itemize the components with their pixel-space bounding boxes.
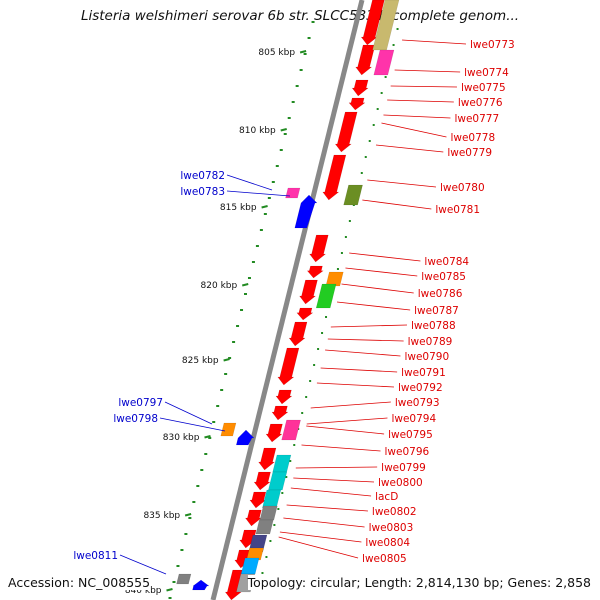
gene-label[interactable]: lwe0778 bbox=[450, 132, 495, 144]
gene-feature[interactable] bbox=[334, 111, 358, 153]
gene-feature[interactable] bbox=[299, 279, 318, 305]
gene-feature[interactable] bbox=[246, 547, 264, 561]
gene-label[interactable]: lwe0774 bbox=[464, 67, 509, 79]
gene-feature[interactable] bbox=[306, 265, 325, 279]
gene-feature[interactable] bbox=[220, 422, 237, 437]
gene-label[interactable]: lwe0780 bbox=[440, 182, 485, 194]
scale-tick-label: 830 kbp bbox=[163, 433, 200, 443]
gene-label[interactable]: lwe0787 bbox=[414, 305, 459, 317]
gene-feature[interactable] bbox=[271, 405, 289, 421]
gene-feature[interactable] bbox=[192, 579, 210, 591]
gene-feature[interactable] bbox=[272, 454, 292, 473]
gene-label[interactable]: lwe0773 bbox=[470, 39, 515, 51]
scale-tick-label: 820 kbp bbox=[201, 281, 238, 291]
gene-feature[interactable] bbox=[258, 447, 277, 471]
gene-label[interactable]: lwe0775 bbox=[461, 82, 506, 94]
scale-ticks-layer: 805 kbp 810 kbp 815 kbp 820 kbp 825 kbp 830 k… bbox=[125, 48, 307, 596]
gene-feature[interactable] bbox=[348, 97, 366, 111]
genes-layer bbox=[176, 0, 400, 600]
scale-tick-label: 825 kbp bbox=[182, 356, 219, 366]
gene-feature[interactable] bbox=[296, 307, 314, 321]
gene-label[interactable]: lwe0796 bbox=[385, 446, 430, 458]
gene-feature[interactable] bbox=[249, 491, 267, 509]
gene-feature[interactable] bbox=[351, 79, 369, 97]
gene-feature[interactable] bbox=[255, 519, 274, 535]
scale-tick-label: 835 kbp bbox=[143, 511, 180, 521]
map-title: Listeria welshimeri serovar 6b str. SLCC… bbox=[80, 8, 520, 24]
gene-label[interactable]: lwe0802 bbox=[372, 506, 417, 518]
gene-label[interactable]: lwe0776 bbox=[458, 97, 503, 109]
gene-feature[interactable] bbox=[235, 429, 255, 446]
gene-label[interactable]: lwe0792 bbox=[398, 382, 443, 394]
gene-feature[interactable] bbox=[265, 423, 283, 443]
gene-label[interactable]: lwe0803 bbox=[369, 522, 414, 534]
gene-labels-layer: lwe0773 lwe0774 lwe0775 lwe0776 lwe0777 lwe07… bbox=[73, 39, 515, 575]
scale-tick-label: 840 kbp bbox=[125, 586, 162, 596]
gene-label[interactable]: lwe0783 bbox=[180, 186, 225, 198]
gene-label[interactable]: lwe0777 bbox=[454, 113, 499, 125]
gene-label[interactable]: lwe0797 bbox=[118, 397, 163, 409]
gene-feature[interactable] bbox=[244, 509, 263, 527]
gene-label[interactable]: lwe0805 bbox=[362, 553, 407, 565]
gene-label[interactable]: lwe0811 bbox=[73, 550, 118, 562]
accession-text: Accession: NC_008555 bbox=[8, 575, 151, 590]
gene-feature[interactable] bbox=[285, 187, 301, 199]
gene-feature[interactable] bbox=[239, 529, 257, 549]
gene-feature[interactable] bbox=[268, 471, 288, 491]
scale-tick-label: 815 kbp bbox=[220, 203, 257, 213]
gene-feature[interactable] bbox=[355, 44, 376, 76]
gene-feature[interactable] bbox=[325, 271, 344, 287]
gene-feature[interactable] bbox=[277, 347, 300, 386]
gene-label[interactable]: lwe0804 bbox=[365, 537, 410, 549]
gene-feature[interactable] bbox=[259, 505, 278, 521]
gene-feature[interactable] bbox=[309, 234, 329, 263]
gene-label[interactable]: lwe0779 bbox=[447, 147, 492, 159]
gene-feature[interactable] bbox=[294, 194, 318, 229]
gene-feature[interactable] bbox=[322, 154, 347, 201]
gene-label[interactable]: lwe0781 bbox=[435, 204, 480, 216]
gene-label[interactable]: lacD bbox=[375, 491, 398, 503]
gene-label[interactable]: lwe0799 bbox=[381, 462, 426, 474]
gene-feature[interactable] bbox=[360, 0, 385, 46]
gene-feature[interactable] bbox=[253, 471, 271, 491]
scale-tick-label: 810 kbp bbox=[239, 126, 276, 136]
gene-feature[interactable] bbox=[281, 419, 301, 441]
gene-feature[interactable] bbox=[315, 283, 337, 309]
scale-tick-label: 805 kbp bbox=[258, 48, 295, 58]
gene-feature[interactable] bbox=[248, 534, 268, 553]
gene-feature[interactable] bbox=[373, 49, 395, 76]
gene-feature[interactable] bbox=[343, 184, 363, 206]
gene-label[interactable]: lwe0786 bbox=[418, 288, 463, 300]
gene-label[interactable]: lwe0800 bbox=[378, 477, 423, 489]
gene-label[interactable]: lwe0795 bbox=[388, 429, 433, 441]
gene-label[interactable]: lwe0790 bbox=[404, 351, 449, 363]
gene-label[interactable]: lwe0798 bbox=[113, 413, 158, 425]
gene-label[interactable]: lwe0785 bbox=[421, 271, 466, 283]
genome-summary-text: Topology: circular; Length: 2,814,130 bp… bbox=[247, 575, 591, 590]
gene-label[interactable]: lwe0788 bbox=[411, 320, 456, 332]
gene-label[interactable]: lwe0782 bbox=[180, 170, 225, 182]
gene-feature[interactable] bbox=[176, 573, 192, 585]
gene-feature[interactable] bbox=[288, 321, 308, 347]
genome-backbone bbox=[210, 0, 365, 600]
gene-feature[interactable] bbox=[240, 557, 260, 575]
gene-label[interactable]: lwe0789 bbox=[408, 336, 453, 348]
gene-label[interactable]: lwe0784 bbox=[424, 256, 469, 268]
gene-label[interactable]: lwe0791 bbox=[401, 367, 446, 379]
gene-feature[interactable] bbox=[275, 389, 293, 405]
gene-label[interactable]: lwe0793 bbox=[395, 397, 440, 409]
gene-label[interactable]: lwe0794 bbox=[391, 413, 436, 425]
